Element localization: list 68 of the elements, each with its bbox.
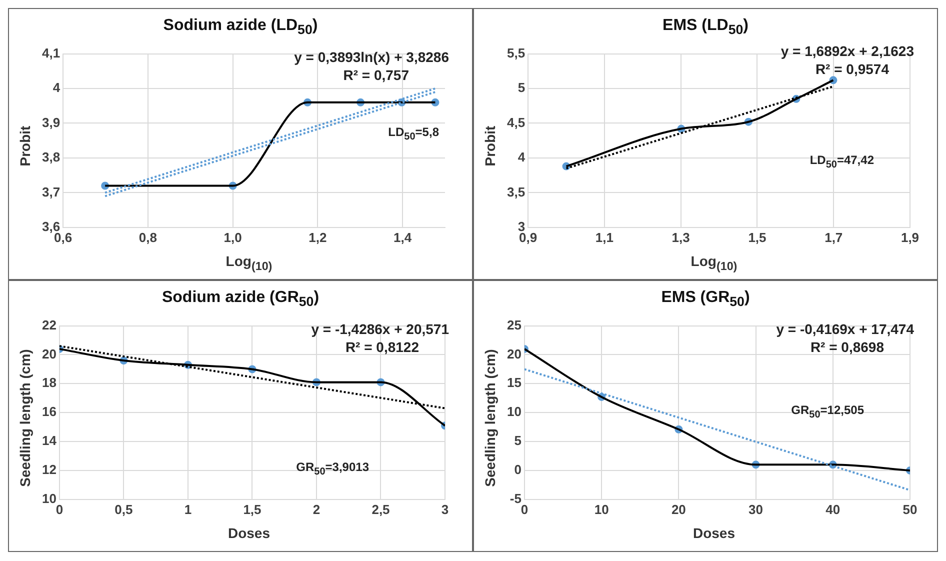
- y-tick-label: 10: [506, 404, 522, 420]
- x-tick-label: 0,5: [114, 502, 133, 517]
- y-tick-label: 16: [42, 404, 56, 420]
- y-tick-label: 18: [42, 375, 56, 390]
- y-tick-label: 3,7: [42, 184, 60, 200]
- y-tick-label: 22: [42, 317, 56, 332]
- annotation: y = 1,6892x + 2,1623: [780, 43, 914, 59]
- annotation: y = -0,4169x + 17,474: [776, 321, 914, 337]
- x-tick-label: 1,2: [308, 230, 327, 245]
- y-tick-label: 3,8: [42, 150, 60, 165]
- y-tick-label: 0: [514, 462, 522, 478]
- annotation: LD$_{50}$=47,42: [810, 153, 874, 170]
- x-axis-title: Doses: [692, 525, 736, 541]
- x-tick-label: 40: [826, 502, 840, 517]
- annotation: LD$_{50}$=5,8: [388, 125, 439, 142]
- x-tick-label: 2,5: [372, 502, 390, 517]
- y-tick-label: 20: [42, 346, 56, 362]
- x-axis-title: Log$_{(10)}$: [690, 253, 738, 273]
- annotation: GR$_{50}$=12,505: [791, 403, 864, 420]
- x-tick-label: 1,9: [900, 230, 920, 245]
- x-tick-label: 50: [902, 502, 918, 517]
- x-tick-label: 1,1: [595, 230, 614, 245]
- y-tick-label: 4: [518, 150, 526, 165]
- x-axis-title: Log$_{(10)}$: [224, 253, 274, 273]
- x-tick-label: 1,4: [394, 230, 412, 245]
- chart-title: EMS (GR$_{50}$): [660, 289, 751, 310]
- x-tick-label: 20: [671, 502, 686, 517]
- x-tick-label: 3: [441, 502, 449, 517]
- y-tick-label: 4: [52, 80, 61, 96]
- y-tick-label: 4,5: [506, 114, 526, 130]
- x-tick-label: 2: [312, 502, 320, 517]
- x-tick-label: 30: [748, 502, 764, 517]
- x-tick-label: 1,0: [224, 230, 242, 245]
- chart-title: EMS (LD$_{50}$): [662, 17, 750, 38]
- y-tick-label: 3,5: [506, 184, 526, 200]
- x-axis-title: Doses: [226, 525, 272, 541]
- y-tick-label: 5: [514, 433, 522, 448]
- chart-title: Sodium azide (GR$_{50}$): [160, 289, 320, 310]
- annotation: y = 0,3893ln(x) + 3,8286: [294, 49, 449, 65]
- annotation: R² = 0,8122: [345, 339, 419, 355]
- y-tick-label: 12: [42, 462, 56, 478]
- y-tick-label: 15: [506, 375, 522, 390]
- y-tick-label: 5,5: [506, 45, 526, 60]
- annotation: R² = 0,8698: [810, 339, 884, 355]
- y-axis-title: Seedling length (cm): [482, 349, 498, 487]
- y-tick-label: 25: [506, 317, 522, 332]
- y-tick-label: 20: [506, 346, 522, 362]
- y-tick-label: 10: [42, 490, 56, 506]
- y-axis-title: Probit: [17, 126, 33, 166]
- annotation: R² = 0,9574: [815, 61, 889, 77]
- y-axis-title: Seedling length (cm): [17, 349, 33, 487]
- y-tick-label: 4,1: [42, 45, 60, 60]
- annotation: y = -1,4286x + 20,571: [311, 321, 449, 337]
- x-tick-label: 1,5: [243, 502, 262, 517]
- annotation: R² = 0,757: [343, 67, 409, 83]
- y-axis-title: Probit: [482, 126, 498, 166]
- y-tick-label: 5: [518, 80, 526, 96]
- x-tick-label: 10: [594, 502, 609, 517]
- x-tick-label: 0,8: [138, 230, 157, 245]
- y-tick-label: 14: [42, 433, 58, 448]
- chart-title: Sodium azide (LD$_{50}$): [162, 17, 319, 38]
- y-tick-label: -5: [510, 490, 522, 506]
- x-tick-label: 1,5: [748, 230, 766, 245]
- x-tick-label: 1,3: [672, 230, 690, 245]
- x-tick-label: 1: [184, 502, 192, 517]
- annotation: GR$_{50}$=3,9013: [296, 460, 369, 478]
- y-tick-label: 3,9: [42, 114, 60, 130]
- x-tick-label: 1,7: [824, 230, 843, 245]
